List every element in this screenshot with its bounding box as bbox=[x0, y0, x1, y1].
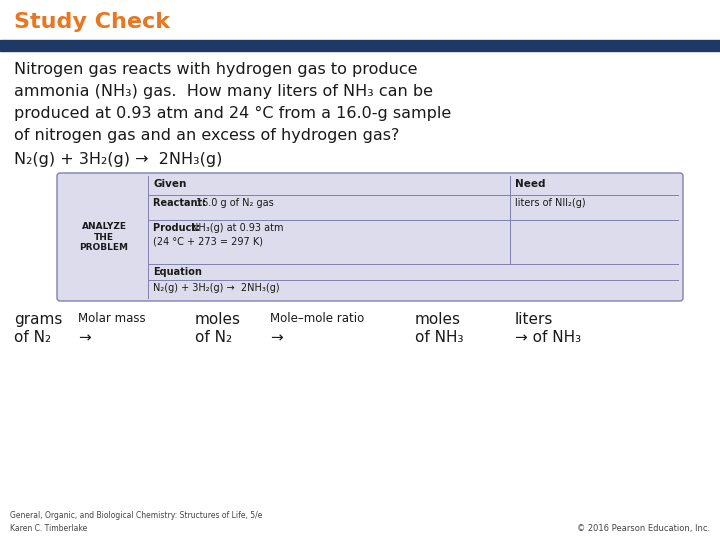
Text: of N₂: of N₂ bbox=[195, 330, 232, 345]
FancyBboxPatch shape bbox=[57, 173, 683, 301]
Text: of NH₃: of NH₃ bbox=[415, 330, 464, 345]
Text: General, Organic, and Biological Chemistry: Structures of Life, 5/e
Karen C. Tim: General, Organic, and Biological Chemist… bbox=[10, 511, 262, 533]
Text: Need: Need bbox=[515, 179, 546, 189]
Text: produced at 0.93 atm and 24 °C from a 16.0-g sample: produced at 0.93 atm and 24 °C from a 16… bbox=[14, 106, 451, 121]
Text: Given: Given bbox=[153, 179, 186, 189]
Text: of nitrogen gas and an excess of hydrogen gas?: of nitrogen gas and an excess of hydroge… bbox=[14, 128, 400, 143]
Text: grams: grams bbox=[14, 312, 63, 327]
Text: Product:: Product: bbox=[153, 223, 203, 233]
Text: NH₃(g) at 0.93 atm: NH₃(g) at 0.93 atm bbox=[191, 223, 284, 233]
Text: © 2016 Pearson Education, Inc.: © 2016 Pearson Education, Inc. bbox=[577, 524, 710, 533]
Text: ammonia (NH₃) gas.  How many liters of NH₃ can be: ammonia (NH₃) gas. How many liters of NH… bbox=[14, 84, 433, 99]
Text: →: → bbox=[270, 330, 283, 345]
Text: N₂(g) + 3H₂(g) →  2NH₃(g): N₂(g) + 3H₂(g) → 2NH₃(g) bbox=[14, 152, 222, 167]
Text: Molar mass: Molar mass bbox=[78, 312, 145, 325]
Text: →: → bbox=[78, 330, 91, 345]
Text: liters of NIl₂(g): liters of NIl₂(g) bbox=[515, 198, 585, 208]
Text: of N₂: of N₂ bbox=[14, 330, 51, 345]
Bar bbox=[0, 40, 720, 51]
Text: → of NH₃: → of NH₃ bbox=[515, 330, 581, 345]
Text: liters: liters bbox=[515, 312, 554, 327]
Text: moles: moles bbox=[415, 312, 461, 327]
Text: Nitrogen gas reacts with hydrogen gas to produce: Nitrogen gas reacts with hydrogen gas to… bbox=[14, 62, 418, 77]
Text: N₂(g) + 3H₂(g) →  2NH₃(g): N₂(g) + 3H₂(g) → 2NH₃(g) bbox=[153, 283, 279, 293]
Text: (24 °C + 273 = 297 K): (24 °C + 273 = 297 K) bbox=[153, 236, 263, 246]
Text: Reactant:: Reactant: bbox=[153, 198, 210, 208]
Text: Equation: Equation bbox=[153, 267, 202, 277]
Text: 16.0 g of N₂ gas: 16.0 g of N₂ gas bbox=[196, 198, 274, 208]
Text: Mole–mole ratio: Mole–mole ratio bbox=[270, 312, 364, 325]
Text: moles: moles bbox=[195, 312, 241, 327]
Text: ANALYZE
THE
PROBLEM: ANALYZE THE PROBLEM bbox=[79, 222, 128, 252]
Text: Study Check: Study Check bbox=[14, 12, 170, 32]
